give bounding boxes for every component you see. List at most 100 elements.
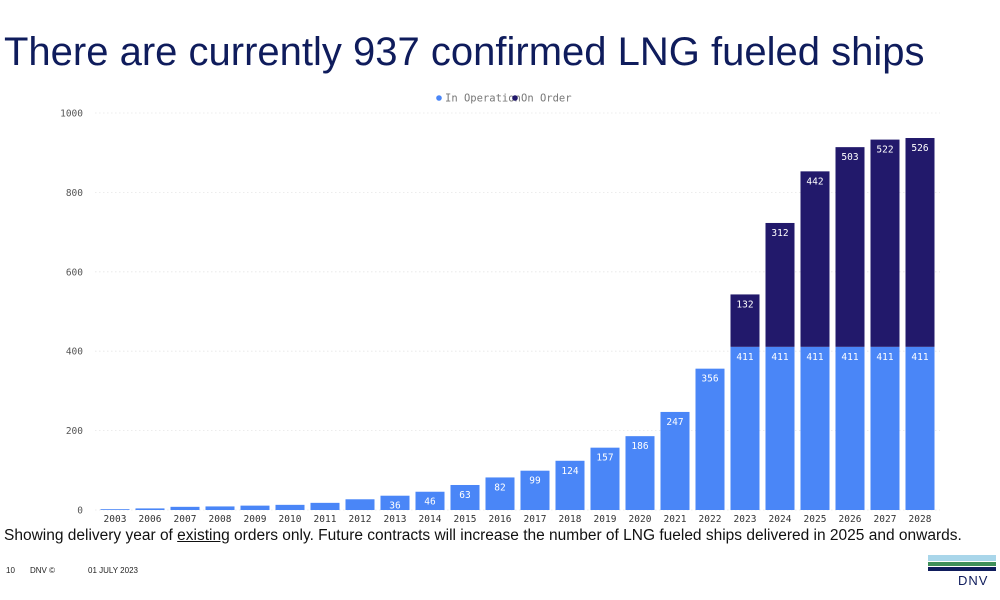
bar-in-operation	[520, 470, 550, 510]
y-tick-label: 200	[66, 426, 83, 437]
x-tick-label: 2019	[594, 514, 617, 525]
bar-in-operation	[275, 504, 305, 510]
dnv-logo: DNV	[928, 555, 996, 591]
bar-label-in-operation: 411	[876, 352, 893, 363]
bar-in-operation	[345, 499, 375, 510]
bar-in-operation	[870, 346, 900, 510]
bar-label-in-operation: 63	[459, 490, 470, 501]
bar-label-on-order: 312	[771, 228, 788, 239]
bar-on-order	[870, 139, 900, 347]
bar-in-operation	[905, 346, 935, 510]
bar-labels: 36 46 63 82 99 124 157 186 247 356 132 411 312 411 442…	[389, 143, 929, 512]
bar-label-on-order: 442	[806, 176, 823, 187]
legend-marker	[512, 95, 518, 101]
x-tick-label: 2025	[804, 514, 827, 525]
bar-in-operation	[695, 368, 725, 510]
bar-in-operation	[555, 460, 585, 510]
x-tick-label: 2012	[349, 514, 372, 525]
bar-in-operation	[170, 506, 200, 510]
x-tick-label: 2026	[839, 514, 862, 525]
bar-label-in-operation: 124	[561, 466, 578, 477]
bar-on-order	[765, 222, 795, 347]
bar-label-in-operation: 411	[736, 352, 753, 363]
y-tick-label: 600	[66, 267, 83, 278]
bar-in-operation	[485, 477, 515, 510]
footer-date: 01 JULY 2023	[88, 566, 138, 575]
footnote-emphasis: existing	[177, 527, 230, 544]
bar-label-in-operation: 247	[666, 417, 683, 428]
x-tick-label: 2016	[489, 514, 512, 525]
x-tick-label: 2020	[629, 514, 652, 525]
legend-label: In Operation	[445, 93, 521, 105]
footer-brand: DNV ©	[30, 566, 56, 575]
x-tick-label: 2023	[734, 514, 757, 525]
bar-in-operation	[135, 508, 165, 510]
bar-on-order	[800, 171, 830, 347]
x-tick-label: 2021	[664, 514, 687, 525]
bar-label-in-operation: 186	[631, 441, 648, 452]
x-tick-label: 2027	[874, 514, 897, 525]
bar-label-on-order: 526	[911, 143, 928, 154]
bar-label-in-operation: 36	[389, 501, 401, 512]
bar-in-operation	[625, 436, 655, 510]
bar-in-operation	[800, 346, 830, 510]
bar-label-in-operation: 99	[529, 476, 541, 487]
bars	[100, 138, 935, 510]
bar-in-operation	[660, 411, 690, 510]
x-tick-label: 2018	[559, 514, 582, 525]
bar-in-operation	[835, 346, 865, 510]
legend-label: On Order	[521, 93, 572, 105]
bar-label-in-operation: 411	[771, 352, 788, 363]
bar-in-operation	[415, 491, 445, 510]
bar-label-on-order: 132	[736, 299, 753, 310]
bar-on-order	[835, 147, 865, 347]
bar-label-in-operation: 82	[494, 482, 505, 493]
x-tick-label: 2028	[909, 514, 932, 525]
x-tick-label: 2022	[699, 514, 722, 525]
x-axis-ticks: 2003 2006 2007 2008 2009 2010 2011 2012 2013 2014…	[104, 514, 932, 525]
bar-label-on-order: 503	[841, 152, 858, 163]
x-tick-label: 2014	[419, 514, 442, 525]
bar-label-in-operation: 356	[701, 374, 718, 385]
legend-marker	[436, 95, 442, 101]
slide-title: There are currently 937 confirmed LNG fu…	[4, 30, 925, 74]
bar-in-operation	[205, 506, 235, 510]
y-axis-ticks: 0 200 400 600 800 1000	[60, 109, 83, 517]
x-tick-label: 2024	[769, 514, 792, 525]
bar-in-operation	[240, 505, 270, 510]
x-tick-label: 2017	[524, 514, 547, 525]
bar-in-operation	[590, 447, 620, 510]
x-tick-label: 2015	[454, 514, 477, 525]
y-tick-label: 0	[77, 506, 83, 517]
bar-in-operation	[765, 346, 795, 510]
bar-in-operation	[310, 502, 340, 510]
bar-on-order	[730, 294, 760, 347]
footnote: Showing delivery year of existing orders…	[4, 527, 962, 544]
bar-in-operation	[380, 495, 410, 510]
bar-label-on-order: 522	[876, 145, 893, 156]
y-tick-label: 1000	[60, 109, 83, 120]
x-tick-label: 2006	[139, 514, 162, 525]
grid-lines	[95, 112, 940, 511]
x-tick-label: 2013	[384, 514, 407, 525]
x-tick-label: 2010	[279, 514, 302, 525]
bar-label-in-operation: 411	[911, 352, 928, 363]
bar-label-in-operation: 411	[841, 352, 858, 363]
y-tick-label: 800	[66, 188, 83, 199]
bar-in-operation	[100, 509, 130, 510]
x-tick-label: 2009	[244, 514, 267, 525]
legend: In Operation On Order	[436, 93, 572, 105]
y-tick-label: 400	[66, 347, 83, 358]
x-tick-label: 2007	[174, 514, 197, 525]
x-tick-label: 2011	[314, 514, 337, 525]
bar-in-operation	[730, 346, 760, 510]
bar-on-order	[905, 138, 935, 347]
bar-label-in-operation: 157	[596, 453, 613, 464]
stacked-bar-chart: 0 200 400 600 800 1000 36 46 63 82 99 124 157 186 247…	[60, 93, 940, 525]
footer-page-number: 10	[6, 566, 15, 575]
bar-label-in-operation: 411	[806, 352, 823, 363]
x-tick-label: 2003	[104, 514, 127, 525]
x-tick-label: 2008	[209, 514, 232, 525]
bar-label-in-operation: 46	[424, 497, 436, 508]
bar-in-operation	[450, 484, 480, 510]
